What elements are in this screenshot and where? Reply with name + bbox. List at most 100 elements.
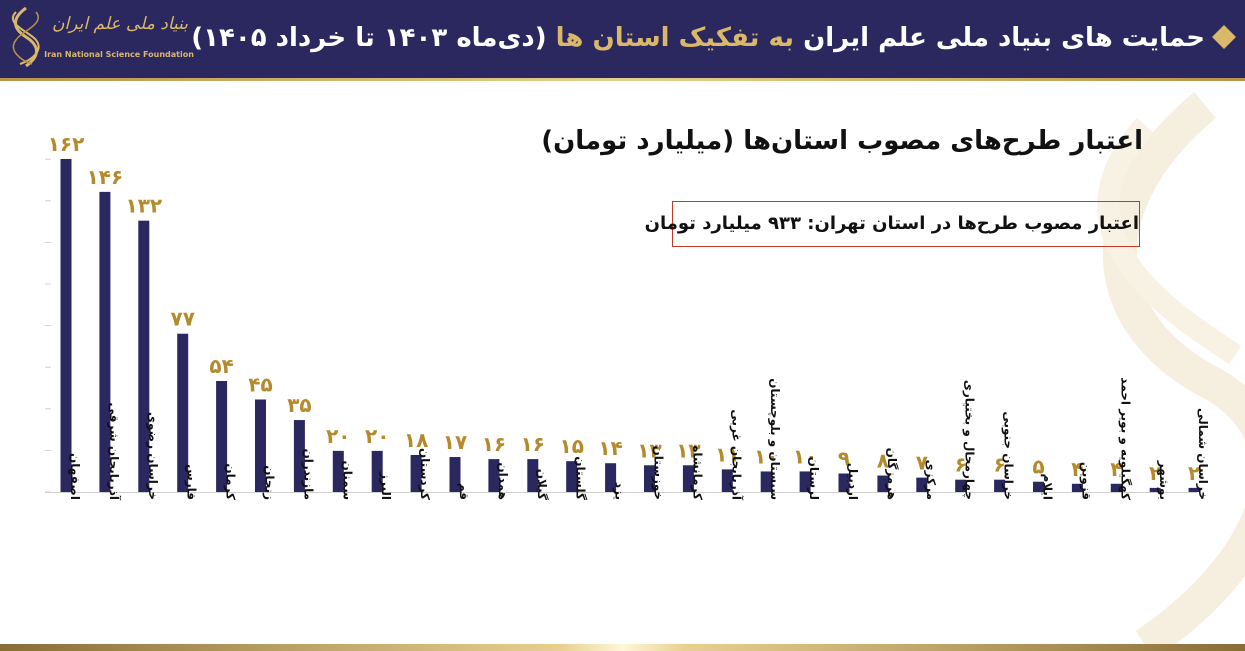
bar bbox=[1071, 483, 1083, 492]
data-label: ۷ bbox=[916, 451, 928, 475]
data-label: ۵۴ bbox=[209, 354, 233, 378]
category-label: بوشهر bbox=[1156, 460, 1171, 500]
title-part3: (دی‌ماه ۱۴۰۳ تا خرداد ۱۴۰۵) bbox=[191, 23, 547, 53]
bar bbox=[1110, 483, 1122, 492]
bar bbox=[566, 461, 578, 492]
data-label: ۱۸ bbox=[404, 428, 428, 452]
category-label: یزد bbox=[613, 482, 627, 500]
title-part1: حمایت های بنیاد ملی علم ایران bbox=[803, 23, 1205, 53]
bar bbox=[449, 457, 461, 492]
data-label: ۴ bbox=[1071, 457, 1083, 481]
data-label: ۱۶ bbox=[521, 432, 545, 456]
category-label: کرمان bbox=[224, 463, 238, 500]
bar bbox=[1033, 481, 1044, 492]
data-label: ۱۳ bbox=[637, 438, 661, 462]
logo: بنیاد ملی علم ایران Iran National Scienc… bbox=[0, 0, 195, 78]
bar bbox=[177, 333, 189, 492]
data-label: ۸ bbox=[877, 449, 889, 473]
data-label: ۲۰ bbox=[326, 424, 350, 448]
data-label: ۱۳۲ bbox=[125, 194, 162, 218]
category-label: خراسان شمالی bbox=[1196, 408, 1210, 500]
category-label: آذربایجان شرقی bbox=[107, 402, 122, 500]
data-label: ۲ bbox=[1149, 461, 1161, 485]
bar bbox=[605, 463, 617, 492]
bar bbox=[721, 469, 733, 492]
bar bbox=[799, 471, 811, 492]
bar bbox=[682, 465, 694, 492]
data-label: ۱۱ bbox=[715, 442, 739, 466]
title-part2: به تفکیک استان ها bbox=[555, 23, 795, 53]
category-label: اردبیل bbox=[846, 463, 860, 500]
category-label: اصفهان bbox=[68, 453, 82, 500]
bar bbox=[994, 479, 1006, 492]
data-label: ۲۰ bbox=[365, 424, 389, 448]
data-label: ۵ bbox=[1032, 455, 1044, 479]
logo-text-en: Iran National Science Foundation bbox=[44, 50, 194, 59]
category-label: قزوین bbox=[1078, 462, 1093, 500]
data-label: ۱۳ bbox=[676, 438, 700, 462]
category-label: خراسان جنوبی bbox=[1001, 411, 1016, 500]
bar bbox=[138, 220, 150, 492]
category-label: قم bbox=[457, 483, 471, 500]
bar bbox=[99, 191, 111, 492]
data-label: ۶ bbox=[993, 453, 1005, 477]
data-label: ۱۶ bbox=[482, 432, 506, 456]
footer-divider bbox=[0, 644, 1245, 651]
data-label: ۹ bbox=[838, 447, 850, 471]
bar bbox=[955, 479, 967, 492]
category-label: چهارمحال و بختیاری bbox=[962, 380, 977, 500]
data-label: ۲ bbox=[1188, 461, 1200, 485]
chart-title: اعتبار طرح‌های مصوب استان‌ها (میلیارد تو… bbox=[541, 126, 1143, 156]
data-label: ۴ bbox=[1110, 457, 1122, 481]
bar bbox=[916, 477, 928, 492]
data-label: ۱۷ bbox=[443, 430, 467, 454]
category-label: هرمزگان bbox=[885, 448, 899, 500]
logo-text-fa: بنیاد ملی علم ایران bbox=[52, 14, 188, 34]
bar bbox=[877, 475, 889, 492]
bar bbox=[216, 381, 228, 492]
bar bbox=[488, 459, 500, 492]
data-label: ۱۰ bbox=[793, 444, 817, 468]
category-label: البرز bbox=[379, 471, 393, 500]
category-label: کرمانشاه bbox=[690, 445, 704, 500]
bar bbox=[760, 471, 772, 492]
bar bbox=[371, 450, 383, 492]
bar bbox=[332, 450, 344, 492]
data-label: ۱۶۲ bbox=[48, 132, 85, 156]
category-label: سیستان و بلوچستان bbox=[767, 378, 782, 500]
bar bbox=[527, 459, 539, 492]
page-title: حمایت های بنیاد ملی علم ایران به تفکیک ا… bbox=[191, 18, 1205, 58]
category-label: همدان bbox=[496, 462, 510, 500]
data-label: ۳۵ bbox=[287, 393, 311, 417]
bar bbox=[644, 465, 655, 492]
bar bbox=[838, 473, 850, 492]
foundation-logo-icon bbox=[12, 6, 40, 68]
category-label: مرکزی bbox=[924, 460, 938, 500]
bar bbox=[293, 420, 305, 492]
category-label: لرستان bbox=[807, 457, 821, 500]
data-label: ۴۵ bbox=[248, 373, 272, 397]
data-label: ۱۴۶ bbox=[87, 165, 124, 189]
bar bbox=[1188, 487, 1200, 492]
category-label: کهگیلویه و بویر احمد bbox=[1117, 377, 1132, 500]
category-label: زنجان bbox=[263, 465, 277, 500]
data-label: ۱۵ bbox=[559, 434, 583, 458]
category-label: خراسان رضوی bbox=[145, 412, 160, 500]
data-label: ۱۴ bbox=[598, 436, 622, 460]
bar bbox=[60, 159, 72, 492]
bar bbox=[410, 455, 422, 492]
data-label: ۶ bbox=[955, 453, 967, 477]
category-label: گلستان bbox=[574, 456, 588, 500]
data-label: ۷۷ bbox=[170, 307, 194, 331]
data-label: ۱۰ bbox=[754, 444, 778, 468]
category-label: فارس bbox=[185, 464, 199, 500]
header-divider bbox=[0, 78, 1245, 81]
bar bbox=[255, 399, 266, 492]
category-label: مازندران bbox=[301, 448, 315, 500]
category-label: ایلام bbox=[1040, 473, 1055, 500]
category-label: سمنان bbox=[340, 461, 354, 501]
category-label: گیلان bbox=[535, 469, 549, 500]
header-bar: بنیاد ملی علم ایران Iran National Scienc… bbox=[0, 0, 1245, 78]
tehran-note: اعتبار مصوب طرح‌ها در استان تهران: ۹۳۳ م… bbox=[645, 201, 1140, 247]
